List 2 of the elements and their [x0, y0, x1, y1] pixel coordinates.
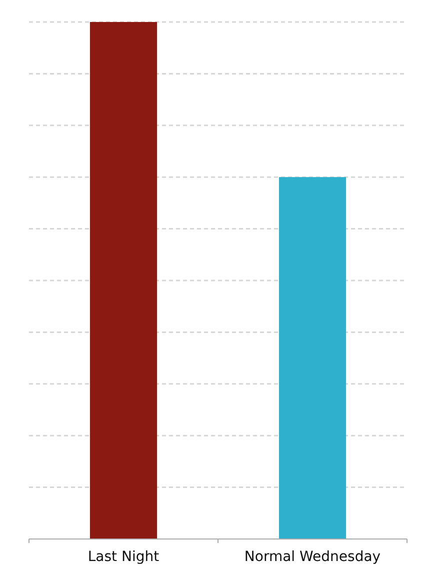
x-tick-label: Last Night — [88, 549, 160, 565]
x-tick-label: Normal Wednesday — [244, 549, 381, 565]
